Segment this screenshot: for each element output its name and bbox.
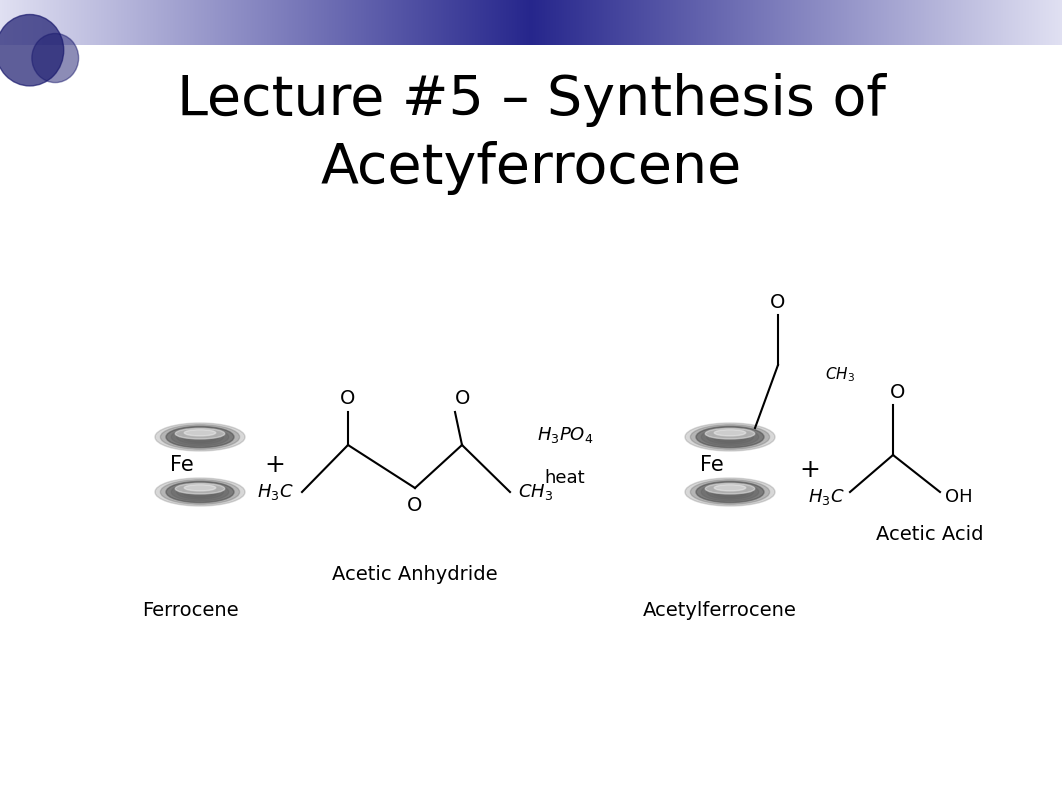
Ellipse shape (184, 485, 216, 491)
Ellipse shape (706, 430, 753, 444)
Ellipse shape (690, 480, 770, 505)
Ellipse shape (712, 486, 748, 497)
Ellipse shape (685, 423, 775, 451)
Text: OH: OH (945, 488, 973, 506)
Circle shape (32, 33, 79, 83)
Text: $CH_3$: $CH_3$ (825, 366, 855, 384)
Ellipse shape (696, 481, 765, 503)
Text: O: O (408, 496, 423, 515)
Ellipse shape (155, 478, 245, 506)
Ellipse shape (696, 426, 765, 448)
Ellipse shape (155, 423, 245, 451)
Ellipse shape (167, 481, 234, 502)
Ellipse shape (712, 431, 748, 442)
Text: Lecture #5 – Synthesis of: Lecture #5 – Synthesis of (176, 73, 886, 127)
Text: Acetylferrocene: Acetylferrocene (644, 600, 796, 619)
Ellipse shape (705, 428, 755, 439)
Ellipse shape (182, 431, 218, 442)
Circle shape (0, 14, 64, 86)
Ellipse shape (171, 483, 228, 501)
Ellipse shape (697, 481, 764, 502)
Ellipse shape (690, 425, 770, 450)
Text: Fe: Fe (170, 455, 194, 475)
Ellipse shape (171, 428, 228, 446)
Text: Acetic Anhydride: Acetic Anhydride (332, 566, 498, 584)
Text: $H_3C$: $H_3C$ (257, 482, 294, 502)
Ellipse shape (701, 483, 759, 501)
Text: O: O (770, 292, 786, 312)
Text: heat: heat (545, 469, 585, 487)
Ellipse shape (166, 426, 235, 448)
Ellipse shape (706, 485, 753, 499)
Ellipse shape (176, 485, 223, 499)
Ellipse shape (176, 430, 223, 444)
Ellipse shape (160, 480, 240, 505)
Text: Acetic Acid: Acetic Acid (876, 525, 983, 544)
Text: Acetyferrocene: Acetyferrocene (321, 141, 741, 195)
Text: $CH_3$: $CH_3$ (518, 482, 553, 502)
Ellipse shape (166, 481, 235, 503)
Text: +: + (264, 453, 286, 477)
Text: O: O (340, 388, 356, 407)
Ellipse shape (175, 483, 225, 494)
Ellipse shape (701, 428, 759, 446)
Text: $H_3PO_4$: $H_3PO_4$ (536, 425, 594, 445)
Text: $H_3C$: $H_3C$ (808, 487, 845, 507)
Ellipse shape (697, 426, 764, 447)
Ellipse shape (175, 428, 225, 439)
Ellipse shape (167, 426, 234, 447)
Ellipse shape (715, 430, 746, 436)
Text: O: O (890, 383, 906, 402)
Text: +: + (800, 458, 821, 482)
Text: Fe: Fe (700, 455, 724, 475)
Ellipse shape (685, 478, 775, 506)
Ellipse shape (715, 485, 746, 491)
Ellipse shape (705, 483, 755, 494)
Ellipse shape (182, 486, 218, 497)
Text: O: O (456, 388, 470, 407)
Ellipse shape (184, 430, 216, 436)
Text: Ferrocene: Ferrocene (141, 600, 238, 619)
Ellipse shape (160, 425, 240, 450)
